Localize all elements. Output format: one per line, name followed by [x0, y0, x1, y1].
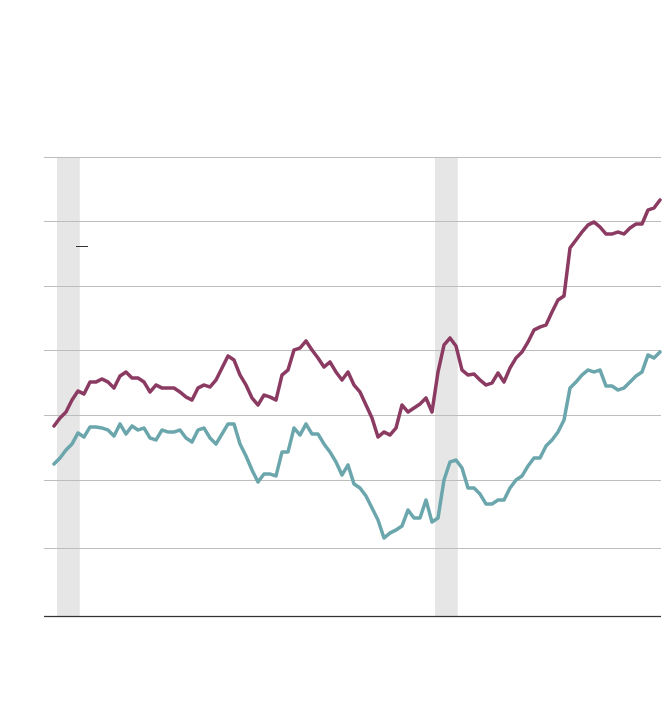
- recession-band: [57, 157, 80, 616]
- shaded-bands: [57, 157, 458, 616]
- lines: [52, 198, 662, 540]
- series-line: [52, 198, 662, 439]
- recession-band: [435, 157, 458, 616]
- series-line: [52, 350, 662, 540]
- grid: [44, 157, 661, 549]
